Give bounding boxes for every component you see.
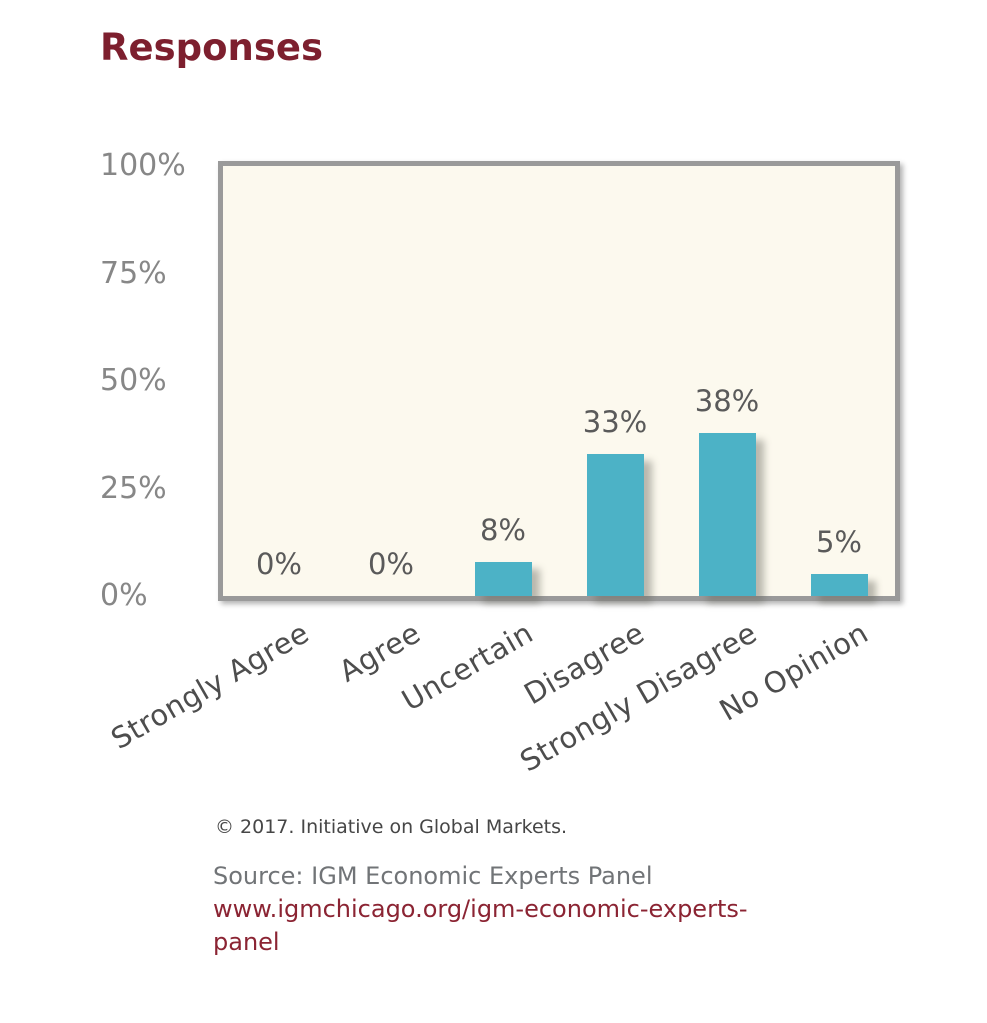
bar [586, 454, 644, 596]
source-block: Source: IGM Economic Experts Panel www.i… [213, 860, 798, 959]
bar-value-label: 0% [367, 547, 414, 581]
copyright-text: © 2017. Initiative on Global Markets. [215, 816, 568, 838]
x-axis-category-label: Strongly Agree [105, 615, 315, 756]
plot-area [218, 161, 900, 601]
page-title: Responses [100, 26, 323, 69]
y-axis-tick-label: 50% [100, 363, 167, 398]
bar [474, 562, 532, 596]
bar-value-label: 38% [694, 384, 760, 418]
bar-value-label: 0% [255, 547, 302, 581]
y-axis-tick-label: 100% [100, 148, 186, 183]
y-axis-tick-label: 0% [100, 578, 148, 613]
source-link[interactable]: www.igmchicago.org/igm-economic-experts-… [213, 895, 748, 957]
x-axis-category-label: Agree [333, 615, 427, 689]
bar-value-label: 5% [815, 525, 862, 559]
y-axis-tick-label: 75% [100, 255, 167, 291]
y-axis-tick-label: 25% [100, 470, 167, 506]
source-text: Source: IGM Economic Experts Panel [213, 862, 653, 890]
bar [698, 433, 756, 596]
bar [810, 574, 868, 596]
bar-value-label: 33% [582, 405, 648, 439]
bar-value-label: 8% [479, 513, 526, 547]
